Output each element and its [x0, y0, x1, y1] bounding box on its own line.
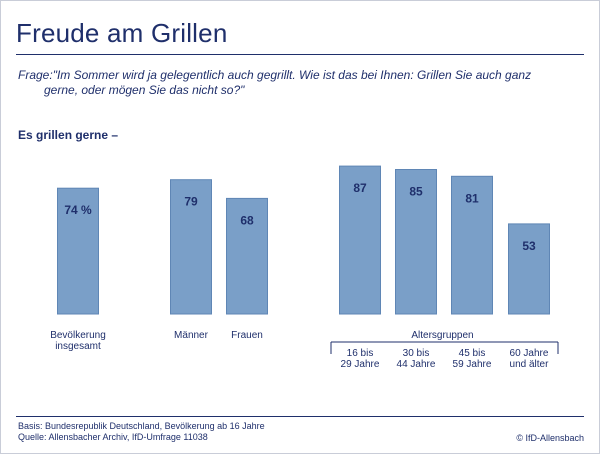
footer-source: Basis: Bundesrepublik Deutschland, Bevöl… — [18, 421, 265, 443]
question-text: Frage:"Im Sommer wird ja gelegentlich au… — [18, 68, 558, 98]
value-label-4: 85 — [409, 185, 423, 199]
value-label-3: 87 — [353, 181, 367, 195]
bar-5 — [451, 175, 493, 315]
bar-0 — [57, 187, 99, 315]
category-label-0-0: Bevölkerung — [50, 330, 106, 341]
value-label-6: 53 — [522, 239, 536, 253]
footer-rule — [16, 416, 584, 417]
category-label-4-1: 44 Jahre — [397, 359, 436, 370]
category-label-4-0: 30 bis — [403, 348, 430, 359]
category-label-2-0: Frauen — [231, 330, 263, 341]
category-label-5-0: 45 bis — [459, 348, 486, 359]
bar-6 — [508, 223, 550, 315]
footer-quelle: Quelle: Allensbacher Archiv, IfD-Umfrage… — [18, 432, 208, 442]
question-line-2: gerne, oder mögen Sie das nicht so?" — [44, 83, 245, 97]
chart-subhead: Es grillen gerne – — [18, 128, 119, 142]
category-label-3-1: 29 Jahre — [341, 359, 380, 370]
value-label-1: 79 — [184, 195, 198, 209]
category-label-3-0: 16 bis — [347, 348, 374, 359]
age-group-label: Altersgruppen — [411, 330, 473, 341]
value-label-2: 68 — [240, 213, 254, 227]
category-label-5-1: 59 Jahre — [453, 359, 492, 370]
bar-1 — [170, 179, 212, 315]
footer-copyright: © IfD-Allensbach — [516, 433, 584, 443]
category-label-1-0: Männer — [174, 330, 209, 341]
category-label-0-1: insgesamt — [55, 341, 101, 352]
question-prefix: Frage: — [18, 68, 53, 82]
bar-3 — [339, 165, 381, 315]
bar-4 — [395, 169, 437, 315]
chart-title: Freude am Grillen — [16, 18, 228, 48]
value-label-0: 74 % — [64, 203, 92, 217]
title-rule — [16, 54, 584, 55]
question-line-1: "Im Sommer wird ja gelegentlich auch geg… — [52, 68, 532, 82]
value-label-5: 81 — [465, 191, 479, 205]
category-label-6-1: und älter — [510, 359, 550, 370]
category-label-6-0: 60 Jahre — [510, 348, 549, 359]
bar-2 — [226, 197, 268, 315]
footer-basis: Basis: Bundesrepublik Deutschland, Bevöl… — [18, 421, 265, 431]
